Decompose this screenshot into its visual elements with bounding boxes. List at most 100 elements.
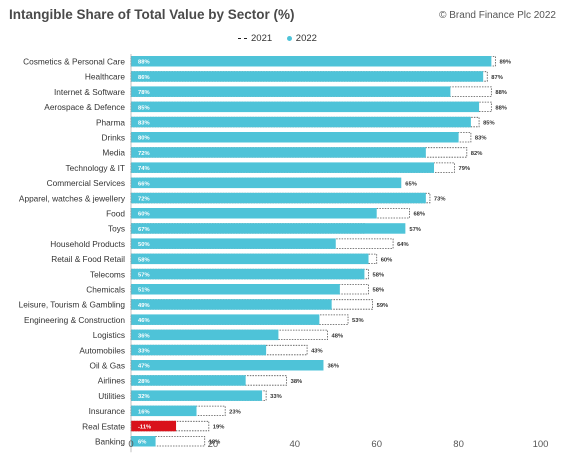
data-label-2021: 85% — [483, 120, 495, 126]
category-label: Apparel, watches & jewellery — [19, 193, 126, 203]
bar-2022 — [131, 147, 426, 158]
bar-2022 — [131, 299, 332, 310]
data-label-2022: -11% — [138, 424, 151, 430]
legend-item-2022: 2022 — [286, 33, 317, 44]
x-tick-label: 60 — [371, 439, 382, 450]
bar-2022 — [131, 223, 406, 234]
bar-2022 — [131, 177, 402, 189]
data-label-2022: 16% — [138, 409, 150, 415]
x-tick-label: 100 — [533, 439, 549, 450]
category-label: Insurance — [89, 406, 126, 416]
data-label-2022: 49% — [138, 303, 150, 309]
data-label-2022: 28% — [138, 379, 150, 385]
data-label-2021: 48% — [332, 333, 344, 339]
data-label-2022: 47% — [138, 364, 150, 370]
bar-2022 — [131, 101, 480, 113]
legend-dash-swatch — [238, 37, 247, 39]
category-label: Automobiles — [79, 345, 125, 355]
data-label-2021: 33% — [270, 394, 282, 400]
bar-2022 — [131, 329, 279, 341]
data-label-2022: 32% — [138, 394, 150, 400]
category-label: Engineering & Construction — [24, 315, 125, 325]
data-label-2021: 57% — [409, 227, 421, 233]
category-label: Utilities — [98, 391, 125, 401]
category-label: Oil & Gas — [89, 360, 125, 370]
data-label-2021: 19% — [213, 424, 225, 430]
data-label-2022: 50% — [138, 242, 150, 248]
data-label-2021: 68% — [413, 212, 425, 218]
x-tick-label: 20 — [208, 439, 219, 450]
data-label-2021: 73% — [434, 196, 446, 202]
category-label: Healthcare — [85, 72, 126, 82]
data-label-2022: 36% — [138, 333, 150, 339]
x-tick-label: 0 — [128, 439, 133, 450]
bar-2022 — [131, 390, 263, 401]
bar-2022 — [131, 405, 197, 417]
data-label-2021: 60% — [381, 257, 393, 263]
bar-2022 — [131, 238, 336, 249]
data-label-2022: 66% — [138, 181, 150, 187]
data-label-2021: 38% — [291, 379, 303, 385]
category-label: Real Estate — [82, 421, 125, 431]
data-label-2022: 6% — [138, 440, 146, 446]
data-label-2021: 83% — [475, 136, 487, 142]
bar-2021-outline — [130, 436, 206, 447]
bar-2022 — [131, 162, 435, 173]
bar-2022 — [131, 420, 177, 432]
bar-2022 — [131, 314, 320, 325]
category-label: Aerospace & Defence — [44, 102, 125, 112]
category-label: Household Products — [50, 239, 125, 249]
data-label-2022: 72% — [138, 151, 150, 157]
legend-dot-swatch — [286, 35, 292, 41]
data-label-2021: 43% — [311, 348, 323, 354]
bar-2022 — [131, 71, 484, 82]
bar-2022 — [131, 375, 246, 386]
bar-2022 — [131, 208, 377, 219]
bar-2022 — [131, 116, 471, 128]
chart-legend: 2021 2022 — [238, 33, 329, 44]
data-label-2022: 67% — [138, 227, 150, 233]
data-label-2021: 64% — [397, 242, 409, 248]
x-tick-label: 40 — [290, 439, 301, 450]
legend-item-2021: 2021 — [238, 33, 272, 44]
data-label-2021: 59% — [377, 303, 389, 309]
bar-2022 — [131, 284, 340, 295]
category-label: Cosmetics & Personal Care — [23, 56, 125, 66]
category-label: Media — [102, 148, 125, 158]
data-label-2021: 82% — [471, 151, 483, 157]
data-label-2022: 57% — [138, 272, 150, 278]
bar-2022 — [131, 268, 365, 280]
bar-2022 — [131, 132, 459, 143]
category-label: Internet & Software — [54, 87, 125, 97]
chart-title: Intangible Share of Total Value by Secto… — [9, 7, 295, 22]
data-label-2022: 46% — [138, 318, 150, 324]
data-label-2021: 88% — [495, 90, 507, 96]
data-label-2022: 80% — [138, 136, 150, 142]
data-label-2021: 23% — [229, 409, 241, 415]
data-label-2022: 58% — [138, 257, 150, 263]
category-label: Retail & Food Retail — [51, 254, 125, 264]
bar-2022 — [131, 192, 426, 204]
category-label: Telecoms — [90, 269, 125, 279]
data-label-2021: 79% — [459, 166, 471, 172]
legend-label-2022: 2022 — [295, 33, 317, 44]
data-label-2021: 87% — [491, 75, 503, 81]
category-label: Leisure, Tourism & Gambling — [19, 300, 126, 310]
data-label-2021: 36% — [327, 364, 339, 370]
category-label: Pharma — [96, 117, 125, 127]
data-label-2021: 18% — [209, 440, 221, 446]
data-label-2022: 74% — [138, 166, 150, 172]
data-label-2022: 78% — [138, 90, 150, 96]
data-label-2021: 53% — [352, 318, 364, 324]
x-tick-label: 80 — [453, 439, 464, 450]
data-label-2021: 65% — [405, 181, 417, 187]
data-label-2022: 51% — [138, 288, 150, 294]
data-label-2022: 88% — [138, 60, 150, 66]
bar-2022 — [131, 56, 492, 67]
category-label: Toys — [108, 224, 125, 234]
category-label: Commercial Services — [47, 178, 125, 188]
data-label-2022: 83% — [138, 120, 150, 126]
data-label-2021: 89% — [499, 60, 511, 66]
category-label: Logistics — [93, 330, 125, 340]
bar-2022 — [131, 344, 267, 356]
